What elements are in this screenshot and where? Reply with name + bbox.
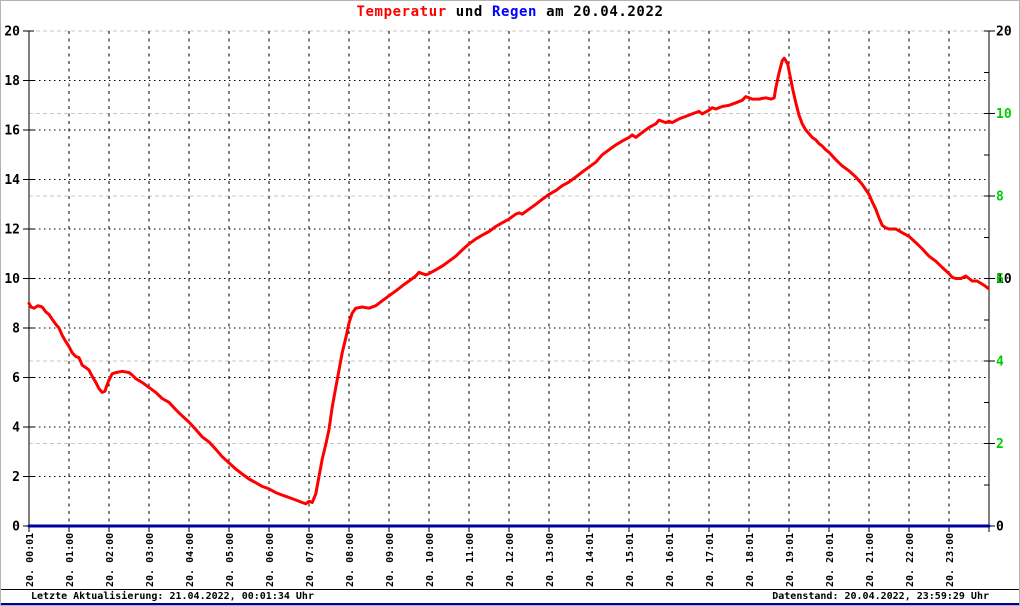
y-axis-right-temp-label: 0 [996, 520, 1004, 535]
x-axis-label: 20. 09:00 [385, 533, 396, 587]
x-axis-label: 20. 02:00 [105, 533, 116, 587]
x-axis-label: 20. 19:01 [785, 533, 796, 587]
y-axis-right-rain-label: 4 [996, 355, 1004, 370]
chart-title-temperature: Temperatur [356, 4, 447, 20]
x-axis-label: 20. 11:00 [465, 533, 476, 587]
x-axis-label: 20. 05:00 [225, 533, 236, 587]
x-axis-label: 20. 23:00 [945, 533, 956, 587]
x-axis-label: 20. 06:00 [265, 533, 276, 587]
y-axis-left-label: 14 [4, 173, 20, 188]
x-axis-label: 20. 16:01 [665, 533, 676, 587]
y-axis-left-label: 6 [12, 371, 20, 386]
x-axis-label: 20. 20:01 [825, 533, 836, 587]
chart-title-regen: Regen [491, 4, 538, 20]
y-axis-left-label: 16 [4, 124, 20, 139]
y-axis-left-label: 10 [4, 272, 20, 287]
x-axis-label: 20. 22:00 [905, 533, 916, 587]
x-axis-label: 20. 07:00 [305, 533, 316, 587]
y-axis-right-temp-label: 10 [996, 272, 1012, 287]
chart-title: Temperatur und Regen am 20.04.2022 [1, 4, 1019, 20]
statusbar-separator-line [1, 589, 1019, 590]
y-axis-left-label: 0 [12, 520, 20, 535]
x-axis-label: 20. 14:01 [585, 533, 596, 587]
x-axis-label: 20. 13:00 [545, 533, 556, 587]
x-axis-label: 20. 04:00 [185, 533, 196, 587]
x-axis-label: 20. 18:01 [745, 533, 756, 587]
chart-title-date: am 20.04.2022 [537, 4, 664, 20]
status-data-timestamp: Datenstand: 20.04.2022, 23:59:29 Uhr [772, 591, 989, 602]
status-bar: Letzte Aktualisierung: 21.04.2022, 00:01… [1, 590, 1019, 603]
y-axis-right-rain-label: 6 [996, 272, 1004, 287]
x-axis-label: 20. 10:00 [425, 533, 436, 587]
x-axis-label: 20. 15:01 [625, 533, 636, 587]
y-axis-left-label: 20 [4, 25, 20, 40]
x-axis-label: 20. 12:00 [505, 533, 516, 587]
chart-title-und: und [446, 4, 492, 20]
x-axis-label: 20. 00:01 [25, 533, 36, 587]
x-axis-label: 20. 17:01 [705, 533, 716, 587]
y-axis-left-label: 8 [12, 322, 20, 337]
y-axis-left-label: 2 [12, 470, 20, 485]
y-axis-right-rain-label: 2 [996, 437, 1004, 452]
x-axis-label: 20. 08:00 [345, 533, 356, 587]
x-axis-label: 20. 03:00 [145, 533, 156, 587]
y-axis-left-label: 4 [12, 421, 20, 436]
temperature-curve [27, 56, 990, 506]
x-axis-label: 20. 21:00 [865, 533, 876, 587]
x-axis-label: 20. 01:00 [65, 533, 76, 587]
bottom-accent-strip [1, 603, 1019, 605]
y-axis-right-temp-label: 20 [996, 25, 1012, 40]
status-last-update: Letzte Aktualisierung: 21.04.2022, 00:01… [31, 591, 314, 602]
y-axis-left-label: 18 [4, 74, 20, 89]
y-axis-left-label: 12 [4, 223, 20, 238]
y-axis-right-rain-label: 8 [996, 190, 1004, 205]
y-axis-right-rain-label: 10 [996, 107, 1012, 122]
